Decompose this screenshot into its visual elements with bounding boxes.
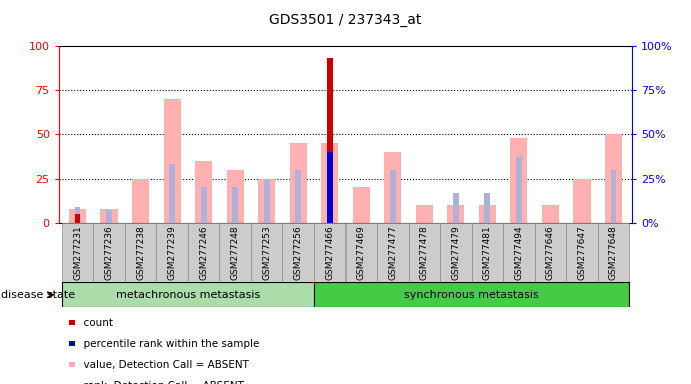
Text: GSM277646: GSM277646	[546, 226, 555, 280]
Bar	[510, 138, 527, 223]
Bar	[62, 223, 93, 282]
Text: GSM277253: GSM277253	[262, 226, 272, 280]
Bar	[598, 223, 629, 282]
Text: GSM277648: GSM277648	[609, 226, 618, 280]
Text: GSM277246: GSM277246	[199, 226, 208, 280]
Bar	[251, 223, 283, 282]
Text: synchronous metastasis: synchronous metastasis	[404, 290, 539, 300]
Bar	[447, 205, 464, 223]
Bar	[415, 205, 433, 223]
Bar	[295, 170, 301, 223]
Bar	[516, 157, 522, 223]
Bar	[503, 223, 535, 282]
Bar	[201, 187, 207, 223]
Bar	[390, 170, 396, 223]
Bar	[69, 209, 86, 223]
Bar	[471, 223, 503, 282]
Bar	[573, 179, 591, 223]
Bar	[611, 170, 616, 223]
Bar	[605, 134, 622, 223]
Bar	[535, 223, 566, 282]
Text: GSM277248: GSM277248	[231, 226, 240, 280]
Bar	[283, 223, 314, 282]
Text: GSM277236: GSM277236	[104, 226, 113, 280]
Bar	[384, 152, 401, 223]
Bar	[100, 209, 118, 223]
Text: GSM277231: GSM277231	[73, 226, 82, 280]
Text: GSM277256: GSM277256	[294, 226, 303, 280]
Bar	[479, 205, 496, 223]
Bar	[220, 223, 251, 282]
Bar	[264, 179, 269, 223]
Text: percentile rank within the sample: percentile rank within the sample	[77, 339, 260, 349]
Bar	[566, 223, 598, 282]
Text: value, Detection Call = ABSENT: value, Detection Call = ABSENT	[77, 360, 249, 370]
Bar	[106, 210, 112, 223]
Bar	[125, 223, 156, 282]
Text: GSM277239: GSM277239	[168, 226, 177, 280]
Bar	[453, 193, 459, 223]
Text: GSM277466: GSM277466	[325, 226, 334, 280]
Bar	[327, 152, 332, 223]
Text: disease state: disease state	[1, 290, 75, 300]
Bar	[352, 187, 370, 223]
Bar	[227, 170, 244, 223]
Bar	[93, 223, 125, 282]
Text: GSM277647: GSM277647	[578, 226, 587, 280]
Bar	[290, 143, 307, 223]
Bar	[377, 223, 408, 282]
Bar	[75, 207, 80, 223]
Bar	[408, 223, 440, 282]
Bar	[484, 193, 490, 223]
Bar	[232, 187, 238, 223]
Bar	[346, 223, 377, 282]
Text: GSM277481: GSM277481	[483, 226, 492, 280]
Bar	[314, 282, 629, 307]
Text: GSM277478: GSM277478	[419, 226, 429, 280]
Bar	[132, 179, 149, 223]
Text: GSM277477: GSM277477	[388, 226, 397, 280]
Text: rank, Detection Call = ABSENT: rank, Detection Call = ABSENT	[77, 381, 244, 384]
Bar	[542, 205, 559, 223]
Text: GSM277238: GSM277238	[136, 226, 145, 280]
Text: GSM277469: GSM277469	[357, 226, 366, 280]
Bar	[440, 223, 471, 282]
Bar	[75, 214, 80, 223]
Text: metachronous metastasis: metachronous metastasis	[116, 290, 260, 300]
Text: GSM277494: GSM277494	[514, 226, 523, 280]
Bar	[164, 99, 181, 223]
Bar	[321, 143, 339, 223]
Text: count: count	[77, 318, 113, 328]
Bar	[327, 58, 332, 223]
Text: GDS3501 / 237343_at: GDS3501 / 237343_at	[269, 13, 422, 27]
Bar	[62, 282, 314, 307]
Bar	[156, 223, 188, 282]
Bar	[258, 179, 276, 223]
Bar	[169, 164, 175, 223]
Bar	[195, 161, 212, 223]
Text: GSM277479: GSM277479	[451, 226, 460, 280]
Bar	[188, 223, 220, 282]
Bar	[314, 223, 346, 282]
